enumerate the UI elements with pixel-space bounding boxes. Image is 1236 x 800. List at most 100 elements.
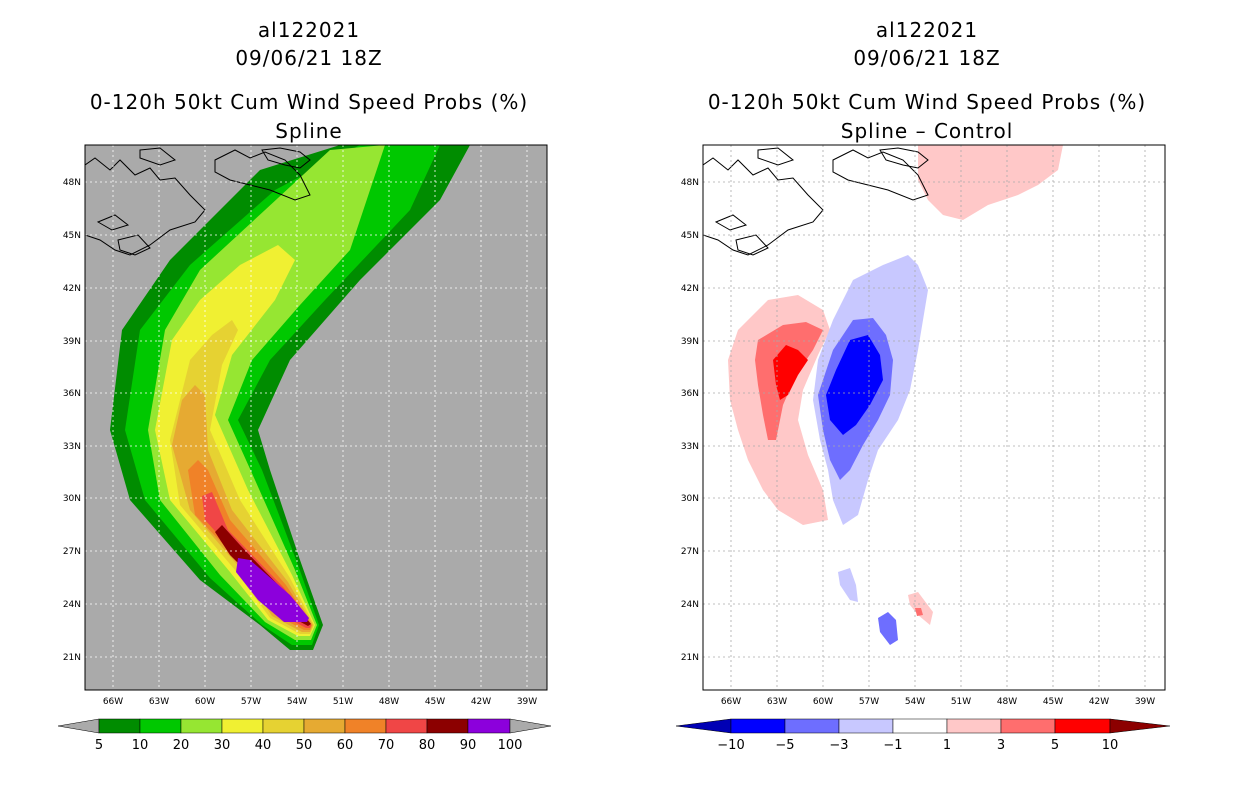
colorbar-label: 20	[173, 738, 190, 753]
colorbar-label: 50	[296, 738, 313, 753]
product-title: 0-120h 50kt Cum Wind Speed Probs (%)	[89, 90, 529, 114]
colorbar-arrow-low	[675, 718, 732, 734]
neg-3-area	[878, 612, 898, 645]
colorbar-label: −10	[717, 738, 744, 753]
lat-label: 48N	[63, 178, 81, 188]
colorbar-swatch	[139, 718, 182, 734]
lat-label: 30N	[681, 494, 699, 504]
pos-3-area	[915, 608, 923, 616]
colorbar-label: 5	[1051, 738, 1059, 753]
colorbar-label: 80	[419, 738, 436, 753]
colorbar-arrow-high	[1109, 718, 1171, 734]
colorbar-label: 3	[997, 738, 1005, 753]
band-90	[236, 558, 309, 622]
colorbar-label: 90	[460, 738, 477, 753]
lon-label: 51W	[951, 697, 971, 707]
storm-id-title: al122021	[257, 18, 361, 42]
coastline	[85, 147, 311, 256]
gridlines	[85, 145, 547, 690]
lon-label: 66W	[721, 697, 741, 707]
left-map-svg: 48N 45N 42N 39N 36N 33N 30N 27N 24N 21N …	[57, 144, 552, 753]
lat-label: 27N	[63, 547, 81, 557]
lat-label: 21N	[63, 653, 81, 663]
colorbar-label: 10	[132, 738, 149, 753]
colorbar-label: −1	[883, 738, 902, 753]
lat-label: 42N	[63, 284, 81, 294]
colorbar-label: 30	[214, 738, 231, 753]
lon-label: 57W	[241, 697, 261, 707]
colorbar-arrow-high	[509, 718, 552, 734]
colorbar-label: 100	[498, 738, 523, 753]
lat-label: 45N	[63, 231, 81, 241]
colorbar-swatch	[467, 718, 511, 734]
difference-field	[728, 145, 1063, 645]
lat-label: 36N	[681, 389, 699, 399]
lon-label: 60W	[195, 697, 215, 707]
lon-label: 39W	[517, 697, 537, 707]
band-50	[172, 385, 313, 632]
lon-label: 45W	[425, 697, 445, 707]
map-frame	[702, 144, 1166, 691]
colorbar-label: 5	[95, 738, 103, 753]
band-30	[155, 245, 315, 636]
lat-label: 24N	[681, 600, 699, 610]
lon-label: 48W	[379, 697, 399, 707]
lon-label: 57W	[859, 697, 879, 707]
lat-label: 45N	[681, 231, 699, 241]
colorbar-swatch	[784, 718, 840, 734]
lon-labels: 66W 63W 60W 57W 54W 51W 48W 45W 42W 39W	[103, 697, 537, 707]
lat-label: 36N	[63, 389, 81, 399]
lat-label: 27N	[681, 547, 699, 557]
colorbar-swatch	[180, 718, 223, 734]
subtitle: Spline – Control	[840, 119, 1014, 143]
storm-id-title: al122021	[875, 18, 979, 42]
colorbar-label: 70	[378, 738, 395, 753]
gridlines	[703, 145, 1165, 690]
neg-1-area	[838, 568, 858, 602]
colorbar-swatch	[426, 718, 469, 734]
colorbar-label: −3	[829, 738, 848, 753]
colorbar: 5 10 20 30 40 50 60 70 80 90 100	[57, 718, 552, 753]
subtitle: Spline	[275, 119, 343, 143]
colorbar-swatch	[344, 718, 387, 734]
colorbar-label: −5	[775, 738, 794, 753]
colorbar-label: 40	[255, 738, 272, 753]
colorbar-label: 10	[1102, 738, 1119, 753]
lat-label: 42N	[681, 284, 699, 294]
colorbar-swatch	[892, 718, 948, 734]
right-panel: al122021 09/06/21 18Z 0-120h 50kt Cum Wi…	[618, 0, 1236, 800]
band-40	[170, 320, 314, 634]
colorbar-swatch	[1000, 718, 1056, 734]
product-title: 0-120h 50kt Cum Wind Speed Probs (%)	[707, 90, 1147, 114]
lon-label: 51W	[333, 697, 353, 707]
lon-label: 63W	[767, 697, 787, 707]
lon-label: 63W	[149, 697, 169, 707]
right-map-svg: 48N 45N 42N 39N 36N 33N 30N 27N 24N 21N …	[675, 144, 1171, 753]
lat-label: 21N	[681, 653, 699, 663]
lat-label: 33N	[681, 442, 699, 452]
lon-label: 66W	[103, 697, 123, 707]
colorbar-swatch	[303, 718, 346, 734]
lon-label: 54W	[287, 697, 307, 707]
colorbar-label: 1	[943, 738, 951, 753]
datetime-title: 09/06/21 18Z	[235, 46, 383, 70]
lon-label: 48W	[997, 697, 1017, 707]
colorbar-swatch	[98, 718, 141, 734]
map-frame	[84, 144, 548, 691]
lon-label: 39W	[1135, 697, 1155, 707]
coastline	[703, 147, 929, 256]
lat-label: 48N	[681, 178, 699, 188]
colorbar-arrow-low	[57, 718, 100, 734]
lat-label: 30N	[63, 494, 81, 504]
lat-label: 33N	[63, 442, 81, 452]
pos-1-area	[918, 145, 1063, 220]
colorbar-swatch	[730, 718, 786, 734]
lon-label: 42W	[1089, 697, 1109, 707]
datetime-title: 09/06/21 18Z	[853, 46, 1001, 70]
colorbar-swatch	[221, 718, 264, 734]
lon-labels: 66W 63W 60W 57W 54W 51W 48W 45W 42W 39W	[721, 697, 1155, 707]
lon-label: 42W	[471, 697, 491, 707]
lat-label: 24N	[63, 600, 81, 610]
lat-labels: 48N 45N 42N 39N 36N 33N 30N 27N 24N 21N	[681, 178, 699, 663]
colorbar-label: 60	[337, 738, 354, 753]
